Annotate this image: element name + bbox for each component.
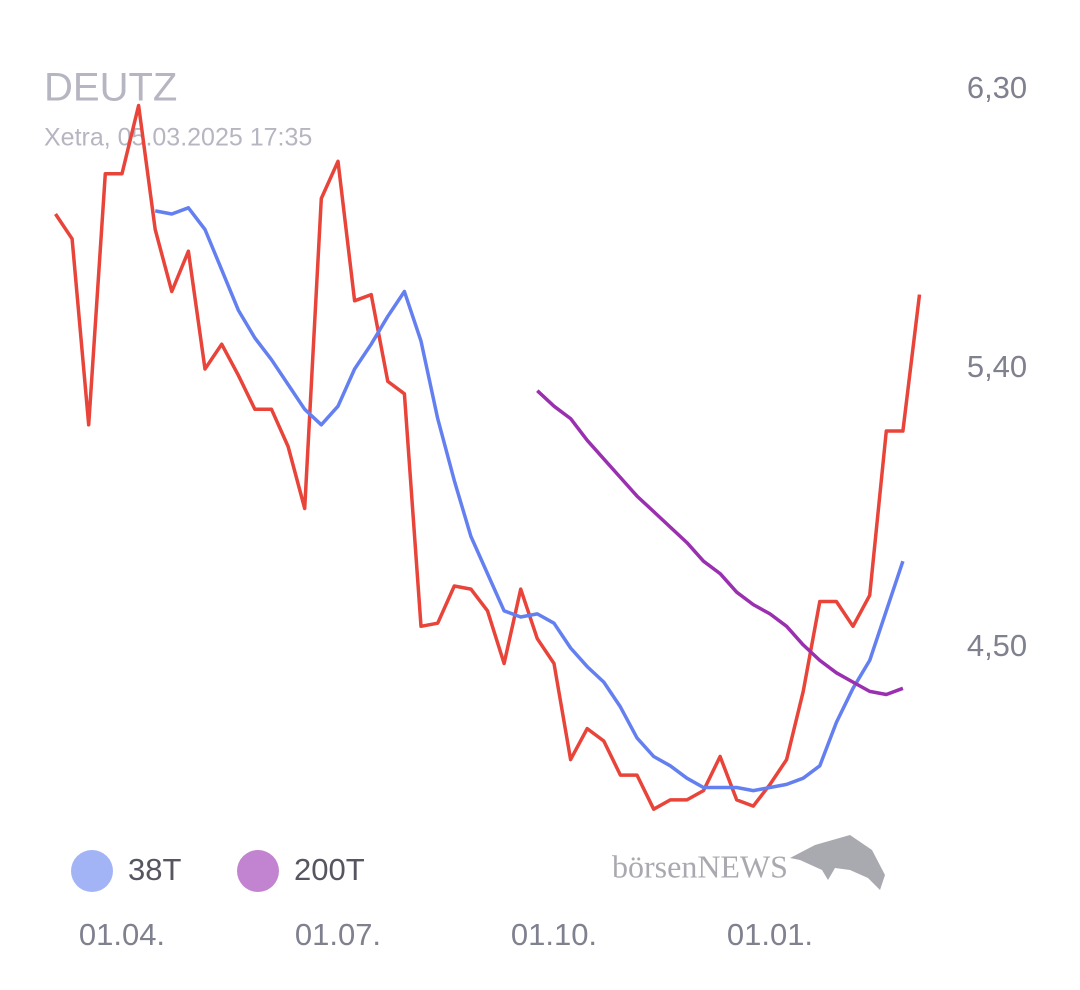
chart-title: DEUTZ: [44, 66, 177, 110]
legend-label: 38T: [128, 852, 181, 887]
legend-label: 200T: [294, 852, 365, 887]
series-line: [536, 389, 904, 697]
y-tick-label: 5,40: [967, 349, 1027, 384]
x-tick-label: 01.04.: [79, 917, 165, 952]
legend-swatch: [71, 850, 113, 892]
logo-text: börsenNEWS: [612, 848, 788, 884]
legend-swatch: [237, 850, 279, 892]
logo: börsenNEWS: [612, 835, 885, 890]
series-line: [54, 103, 922, 811]
x-tick-label: 01.10.: [511, 917, 597, 952]
y-tick-label: 6,30: [967, 70, 1027, 105]
x-tick-label: 01.01.: [727, 917, 813, 952]
series-line: [154, 206, 905, 793]
chart-subtitle: Xetra, 05.03.2025 17:35: [44, 124, 312, 152]
x-tick-label: 01.07.: [295, 917, 381, 952]
logo-bull: [790, 835, 885, 890]
y-tick-label: 4,50: [967, 628, 1027, 663]
